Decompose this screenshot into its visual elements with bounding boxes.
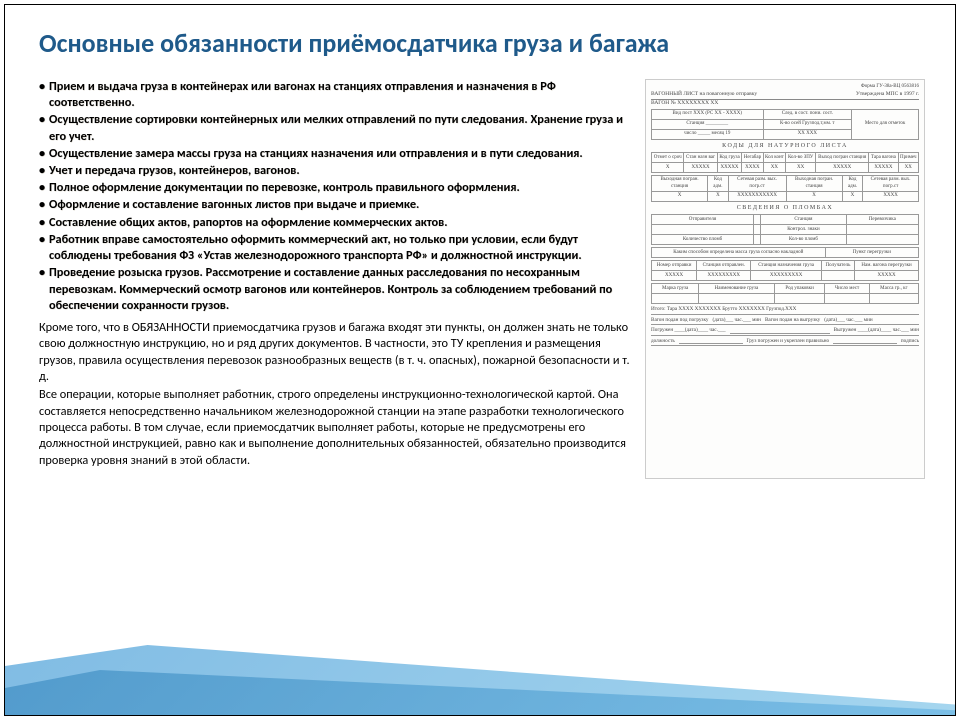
form-title: ВАГОННЫЙ ЛИСТ на повагонную отправку: [651, 91, 757, 98]
wagon-number: ВАГОН № ХХХХХХХХ ХХ: [651, 100, 919, 107]
right-column: Форма ГУ-38а-ВЦ 0563816 ВАГОННЫЙ ЛИСТ на…: [645, 79, 925, 479]
codes-table: Отмет о срочСтан назн вагКод грузаНегаба…: [651, 152, 919, 173]
duty-item: Прием и выдача груза в контейнерах или в…: [39, 79, 631, 111]
duty-item: Осуществление замера массы груза на стан…: [39, 146, 631, 162]
duty-item: Работник вправе самостоятельно оформить …: [39, 232, 631, 264]
border-station-table: Выходная погран. станцияКод адм.Сетевая …: [651, 175, 919, 202]
section-seals: СВЕДЕНИЯ О ПЛОМБАХ: [651, 205, 919, 213]
duty-item: Оформление и составление вагонных листов…: [39, 197, 631, 213]
slide: Основные обязанности приёмосдатчика груз…: [5, 5, 955, 715]
paragraph-1: Кроме того, что в ОБЯЗАННОСТИ приемосдат…: [39, 320, 631, 385]
seals-table: ОтправителяСтанцияПеревозчикаКонтрол. зн…: [651, 214, 919, 245]
duty-item: Проведение розыска грузов. Рассмотрение …: [39, 265, 631, 314]
duty-item: Осуществление сортировки контейнерных ил…: [39, 112, 631, 144]
shipment-table: Номер отправкиСтанция отправлен.Станция …: [651, 260, 919, 281]
mass-method-table: Каким способом определена масса груза со…: [651, 247, 919, 258]
page-title: Основные обязанности приёмосдатчика груз…: [39, 29, 925, 59]
duty-list: Прием и выдача груза в контейнерах или в…: [39, 79, 631, 314]
duty-item: Учет и передача грузов, контейнеров, ваг…: [39, 163, 631, 179]
cargo-table: Марка грузаНаименование грузаРод упаковк…: [651, 283, 919, 304]
paragraph-2: Все операции, которые выполняет работник…: [39, 387, 631, 469]
wagon-form-image: Форма ГУ-38а-ВЦ 0563816 ВАГОННЫЙ ЛИСТ на…: [645, 79, 925, 479]
duty-item: Полное оформление документации по перево…: [39, 180, 631, 196]
section-codes: КОДЫ ДЛЯ НАТУРНОГО ЛИСТА: [651, 143, 919, 151]
duty-item: Составление общих актов, рапортов на офо…: [39, 215, 631, 231]
form-approved: Утверждена МПС в 1997 г.: [856, 91, 919, 98]
content-row: Прием и выдача груза в контейнерах или в…: [39, 79, 925, 479]
form-header-table: Вид пост ХХХ (РС ХХ - ХХХХ)След. в сост.…: [651, 109, 919, 140]
left-column: Прием и выдача груза в контейнерах или в…: [39, 79, 631, 479]
totals-line: Итого: Тара ХХХХ ХХХХХХХ Брутто ХХХХХХХ …: [651, 306, 796, 313]
